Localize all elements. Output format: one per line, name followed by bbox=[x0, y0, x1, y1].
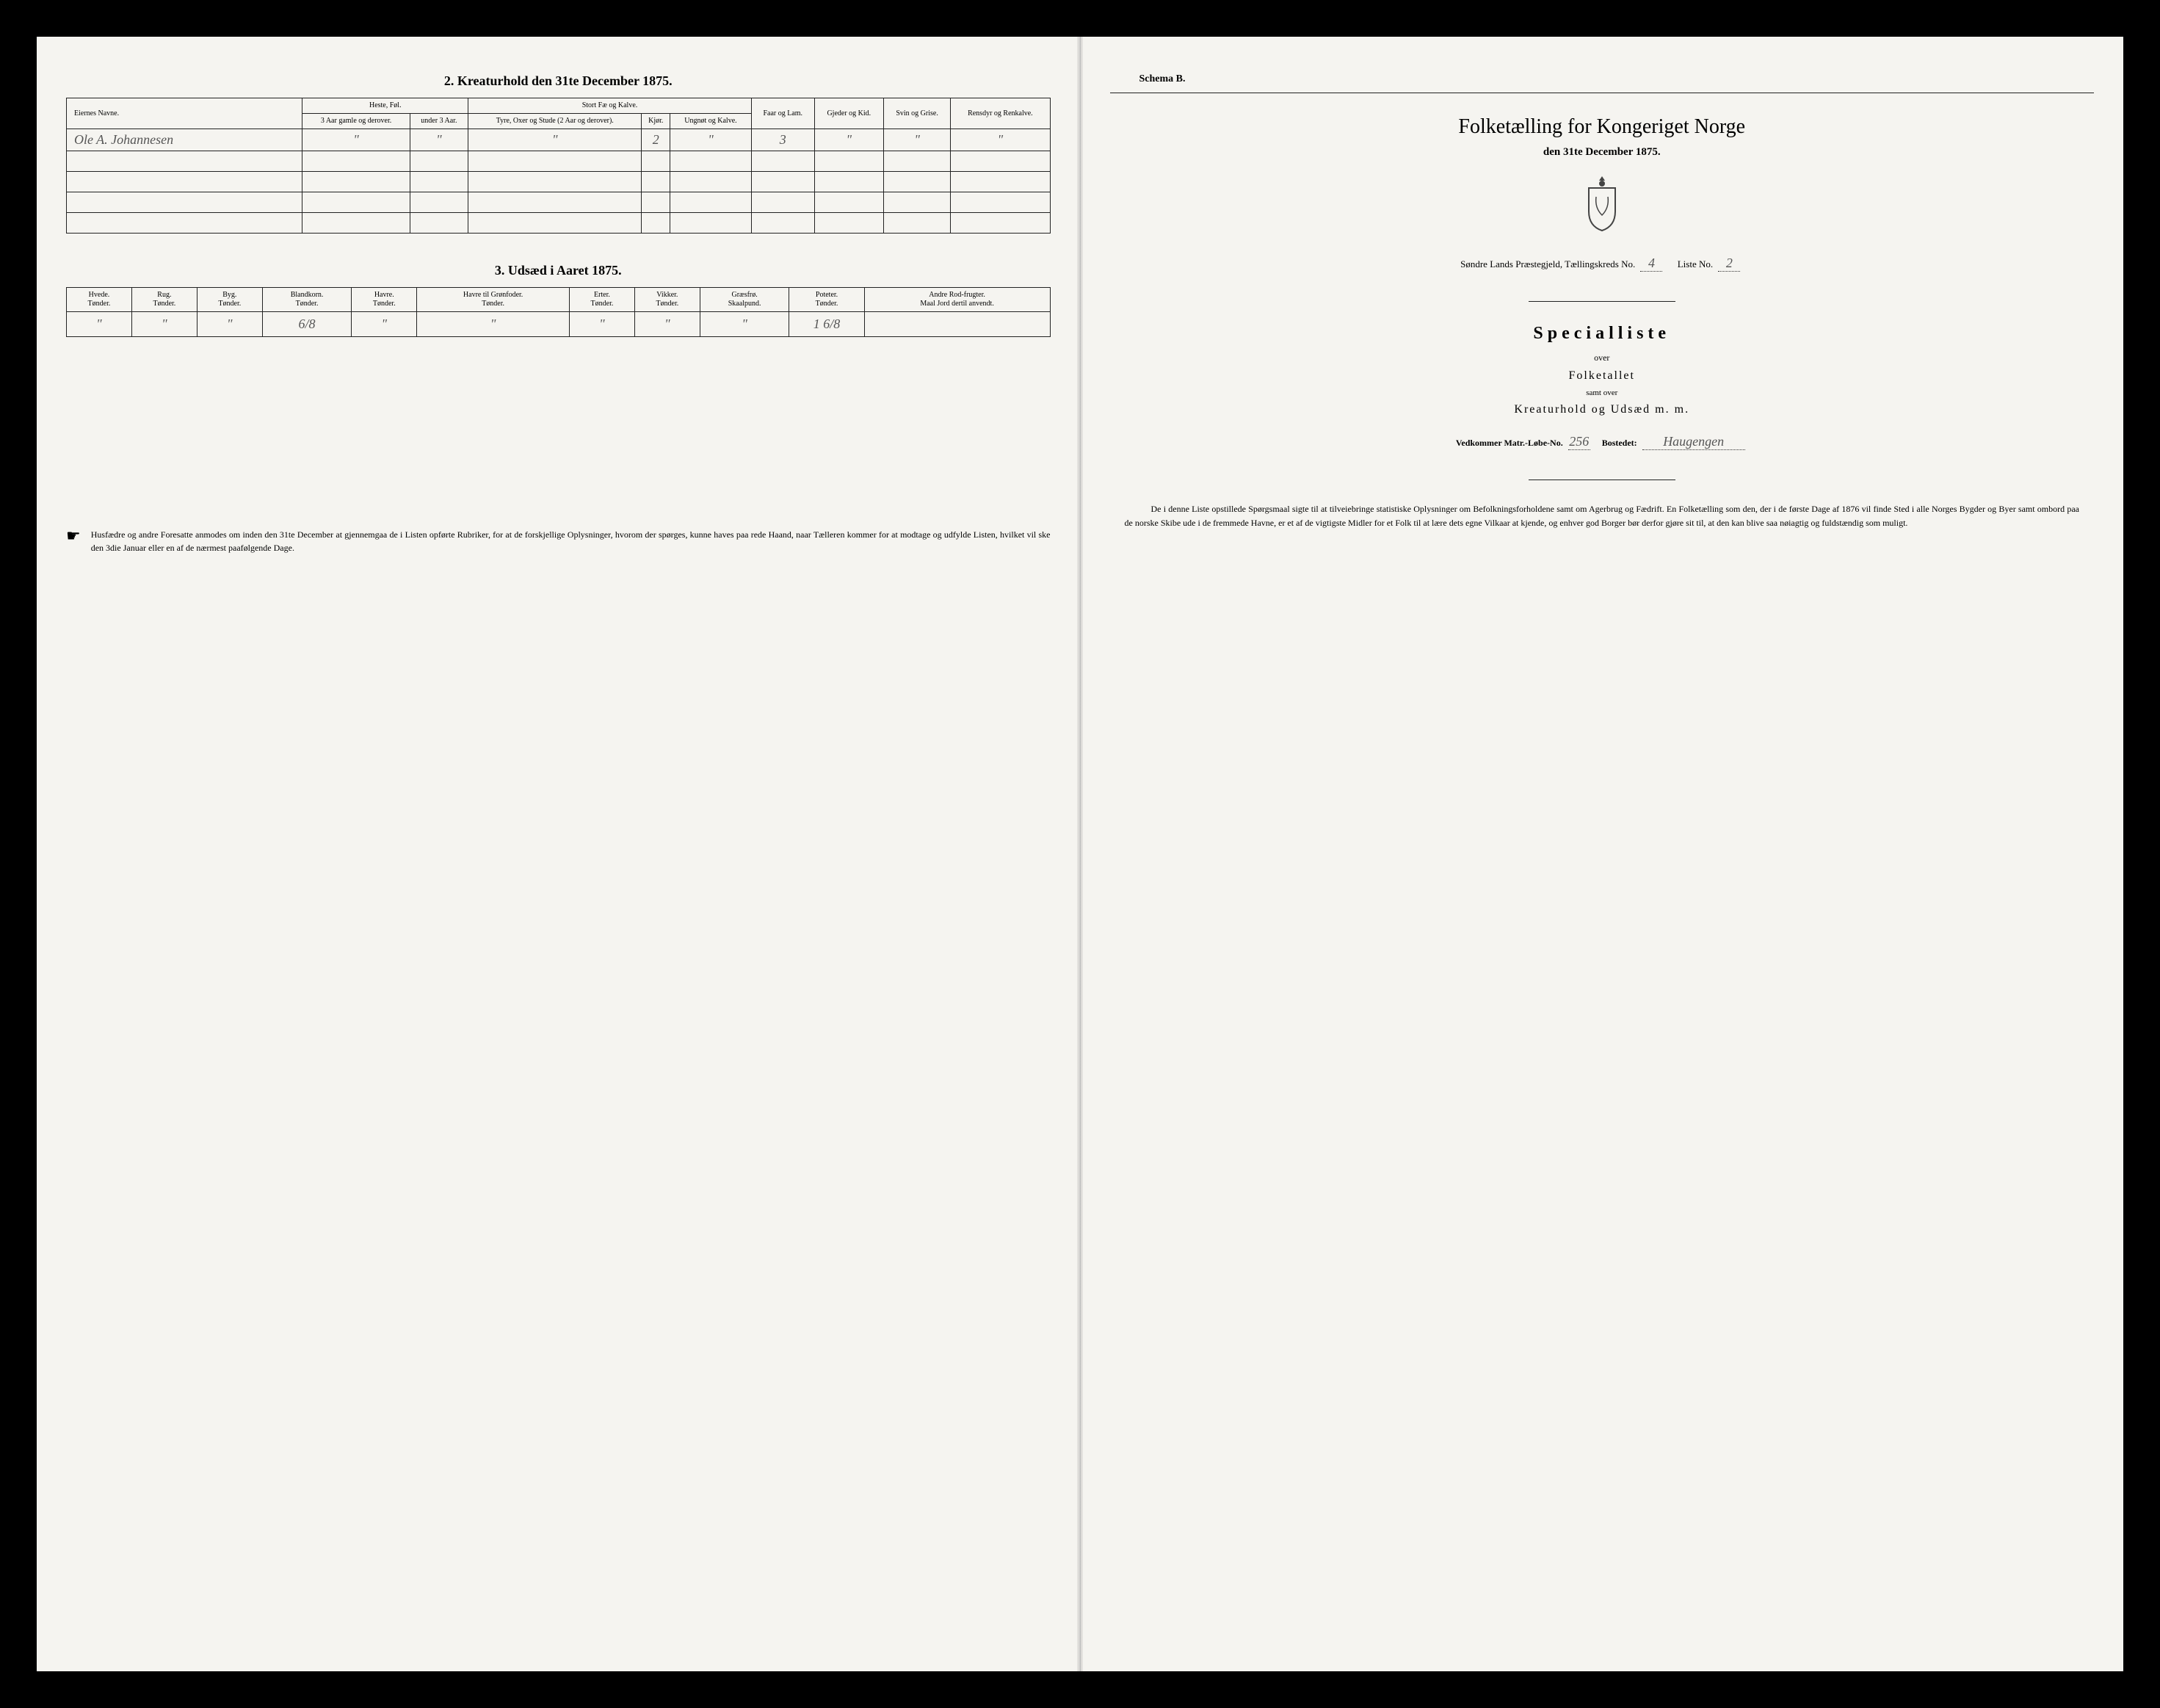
table-row: Ole A. Johannesen " " " 2 " 3 " " " bbox=[67, 129, 1051, 151]
table-row-empty bbox=[67, 192, 1051, 213]
outer-frame: 2. Kreaturhold den 31te December 1875. E… bbox=[15, 15, 2145, 1693]
cell: " bbox=[197, 312, 262, 337]
table-row-empty bbox=[67, 172, 1051, 192]
cell: " bbox=[352, 312, 417, 337]
cell: " bbox=[634, 312, 700, 337]
col-andre: Andre Rod-frugter.Maal Jord dertil anven… bbox=[864, 288, 1050, 312]
section3-title: 3. Udsæd i Aaret 1875. bbox=[66, 263, 1051, 278]
section2-title: 2. Kreaturhold den 31te December 1875. bbox=[66, 73, 1051, 89]
body-paragraph: De i denne Liste opstillede Spørgsmaal s… bbox=[1125, 502, 2080, 530]
col-heste-b: under 3 Aar. bbox=[410, 114, 468, 129]
col-vikker: Vikker.Tønder. bbox=[634, 288, 700, 312]
col-stort-group: Stort Fæ og Kalve. bbox=[468, 98, 752, 114]
col-faar: Faar og Lam. bbox=[751, 98, 814, 129]
cell: " bbox=[700, 312, 789, 337]
schema-label: Schema B. bbox=[1139, 73, 2095, 85]
main-title: Folketælling for Kongeriget Norge bbox=[1110, 115, 2095, 139]
coat-of-arms-icon bbox=[1580, 175, 1624, 234]
over-text: over bbox=[1110, 352, 2095, 363]
cell: " bbox=[569, 312, 634, 337]
rule-short bbox=[1529, 301, 1675, 302]
bosted-label: Bostedet: bbox=[1602, 438, 1637, 448]
cell-name: Ole A. Johannesen bbox=[67, 129, 302, 151]
cell: " bbox=[951, 129, 1050, 151]
kreaturhold-table: Eiernes Navne. Heste, Føl. Stort Fæ og K… bbox=[66, 98, 1051, 234]
col-poteter: Poteter.Tønder. bbox=[789, 288, 864, 312]
udsaed-table: Hvede.Tønder. Rug.Tønder. Byg.Tønder. Bl… bbox=[66, 287, 1051, 337]
col-rensdyr: Rensdyr og Renkalve. bbox=[951, 98, 1050, 129]
cell: " bbox=[814, 129, 883, 151]
date-line: den 31te December 1875. bbox=[1110, 146, 2095, 159]
footnote-text: Husfædre og andre Foresatte anmodes om i… bbox=[91, 528, 1051, 554]
cell: 1 6/8 bbox=[789, 312, 864, 337]
col-stort-a: Tyre, Oxer og Stude (2 Aar og derover). bbox=[468, 114, 642, 129]
cell: 3 bbox=[751, 129, 814, 151]
col-svin: Svin og Grise. bbox=[883, 98, 950, 129]
samt-text: samt over bbox=[1110, 388, 2095, 397]
kreatur-text: Kreaturhold og Udsæd m. m. bbox=[1110, 403, 2095, 416]
cell: " bbox=[417, 312, 570, 337]
vedkommer-line: Vedkommer Matr.-Løbe-No. 256 Bostedet: H… bbox=[1110, 434, 2095, 450]
col-byg: Byg.Tønder. bbox=[197, 288, 262, 312]
pointing-hand-icon: ☛ bbox=[66, 528, 81, 544]
col-heste-a: 3 Aar gamle og derover. bbox=[302, 114, 410, 129]
document-scan: 2. Kreaturhold den 31te December 1875. E… bbox=[37, 37, 2123, 1671]
table-row: " " " 6/8 " " " " " 1 6/8 bbox=[67, 312, 1051, 337]
cell bbox=[864, 312, 1050, 337]
table-row-empty bbox=[67, 213, 1051, 234]
vedk-label: Vedkommer Matr.-Løbe-No. bbox=[1456, 438, 1563, 448]
district-no: 4 bbox=[1640, 256, 1662, 272]
page-fold bbox=[1077, 37, 1083, 1671]
col-rug: Rug.Tønder. bbox=[131, 288, 197, 312]
cell: " bbox=[883, 129, 950, 151]
cell: " bbox=[468, 129, 642, 151]
col-stort-c: Ungnøt og Kalve. bbox=[670, 114, 752, 129]
col-erter: Erter.Tønder. bbox=[569, 288, 634, 312]
col-graesfroe: Græsfrø.Skaalpund. bbox=[700, 288, 789, 312]
cell: " bbox=[67, 312, 132, 337]
col-blandkorn: Blandkorn.Tønder. bbox=[262, 288, 352, 312]
col-havregron: Havre til Grønfoder.Tønder. bbox=[417, 288, 570, 312]
right-page: Schema B. Folketælling for Kongeriget No… bbox=[1081, 37, 2124, 1671]
cell: " bbox=[670, 129, 752, 151]
cell: " bbox=[302, 129, 410, 151]
cell: " bbox=[131, 312, 197, 337]
col-stort-b: Kjør. bbox=[642, 114, 670, 129]
district-prefix: Søndre Lands Præstegjeld, Tællingskreds … bbox=[1460, 258, 1635, 269]
folketallet-text: Folketallet bbox=[1110, 369, 2095, 383]
cell: " bbox=[410, 129, 468, 151]
liste-no: 2 bbox=[1718, 256, 1740, 272]
bosted-val: Haugengen bbox=[1642, 434, 1745, 450]
col-hvede: Hvede.Tønder. bbox=[67, 288, 132, 312]
table-row-empty bbox=[67, 151, 1051, 172]
col-gjeder: Gjeder og Kid. bbox=[814, 98, 883, 129]
footnote-block: ☛ Husfædre og andre Foresatte anmodes om… bbox=[66, 528, 1051, 554]
left-page: 2. Kreaturhold den 31te December 1875. E… bbox=[37, 37, 1081, 1671]
col-heste-group: Heste, Føl. bbox=[302, 98, 468, 114]
district-line: Søndre Lands Præstegjeld, Tællingskreds … bbox=[1110, 256, 2095, 272]
liste-label: Liste No. bbox=[1678, 258, 1713, 269]
specialliste-title: Specialliste bbox=[1110, 324, 2095, 344]
col-name: Eiernes Navne. bbox=[67, 98, 302, 129]
col-havre: Havre.Tønder. bbox=[352, 288, 417, 312]
vedk-no: 256 bbox=[1568, 434, 1590, 450]
cell: 2 bbox=[642, 129, 670, 151]
cell: 6/8 bbox=[262, 312, 352, 337]
